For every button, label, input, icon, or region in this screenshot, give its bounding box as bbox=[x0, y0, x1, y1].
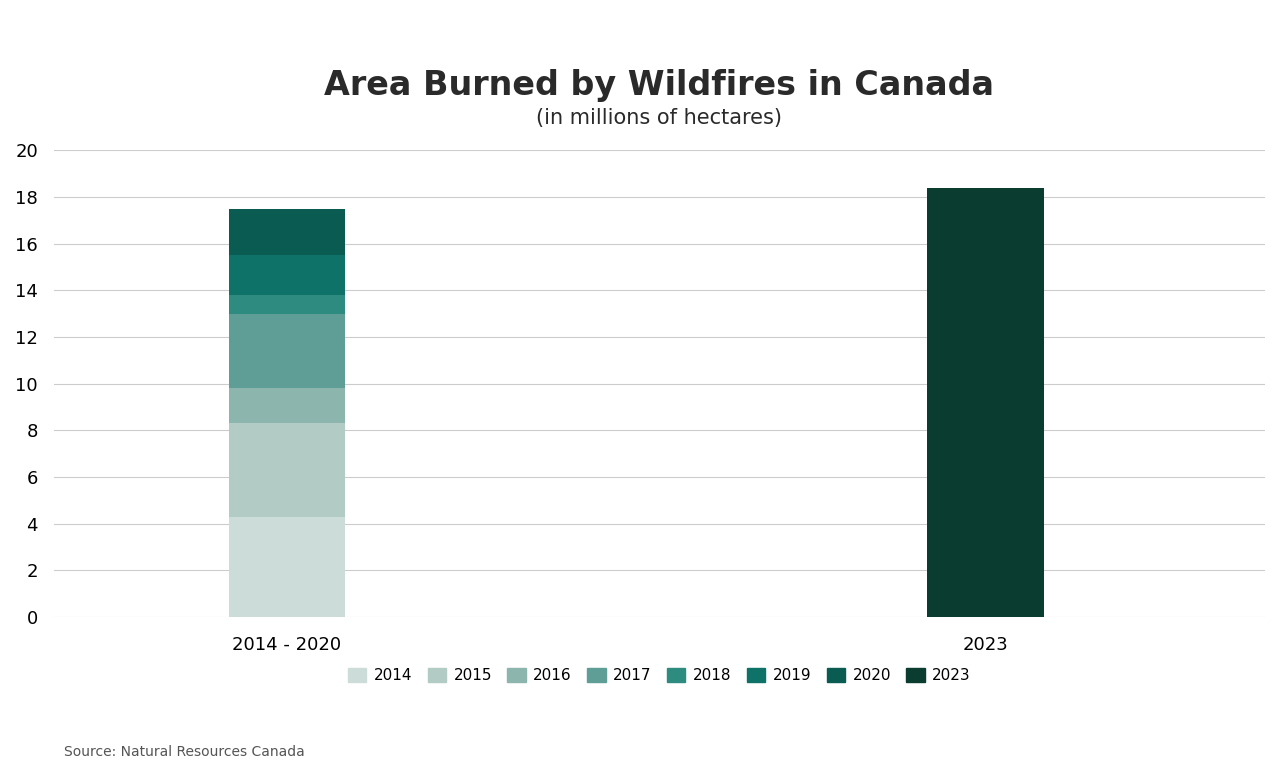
Bar bbox=[229, 209, 346, 255]
Bar bbox=[927, 187, 1043, 617]
Text: Source: Natural Resources Canada: Source: Natural Resources Canada bbox=[64, 746, 305, 760]
Bar bbox=[229, 389, 346, 423]
Bar bbox=[229, 255, 346, 295]
Bar bbox=[229, 423, 346, 517]
Bar bbox=[229, 517, 346, 617]
Text: (in millions of hectares): (in millions of hectares) bbox=[536, 108, 782, 127]
Bar bbox=[229, 295, 346, 313]
Bar bbox=[229, 313, 346, 389]
Legend: 2014, 2015, 2016, 2017, 2018, 2019, 2020, 2023: 2014, 2015, 2016, 2017, 2018, 2019, 2020… bbox=[342, 662, 977, 689]
Title: Area Burned by Wildfires in Canada: Area Burned by Wildfires in Canada bbox=[324, 69, 995, 102]
